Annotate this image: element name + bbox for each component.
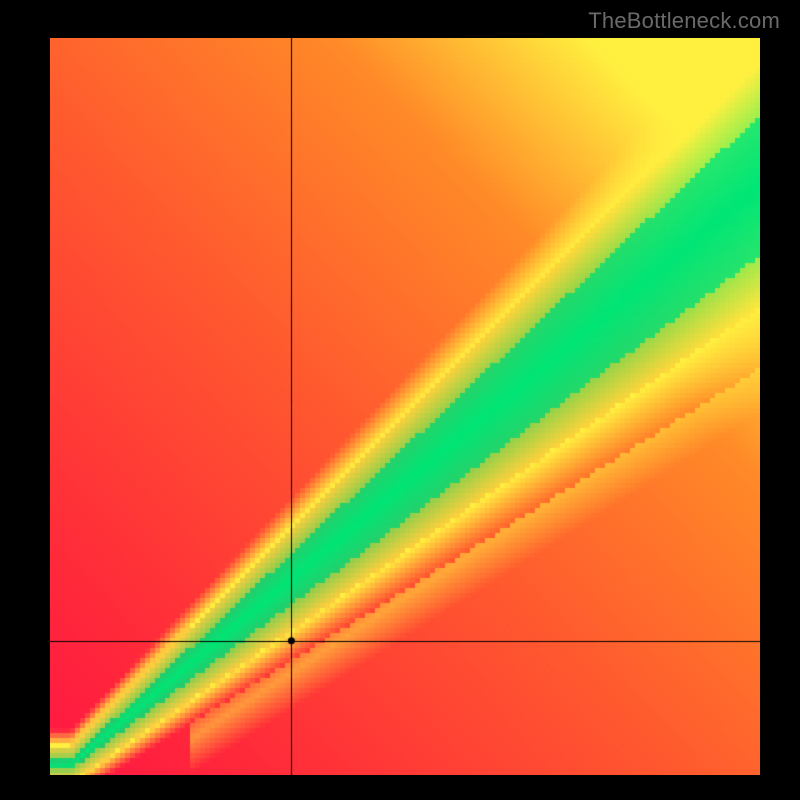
chart-container: TheBottleneck.com xyxy=(0,0,800,800)
plot-area xyxy=(50,38,760,775)
heatmap-canvas xyxy=(50,38,760,775)
watermark-text: TheBottleneck.com xyxy=(588,8,780,34)
